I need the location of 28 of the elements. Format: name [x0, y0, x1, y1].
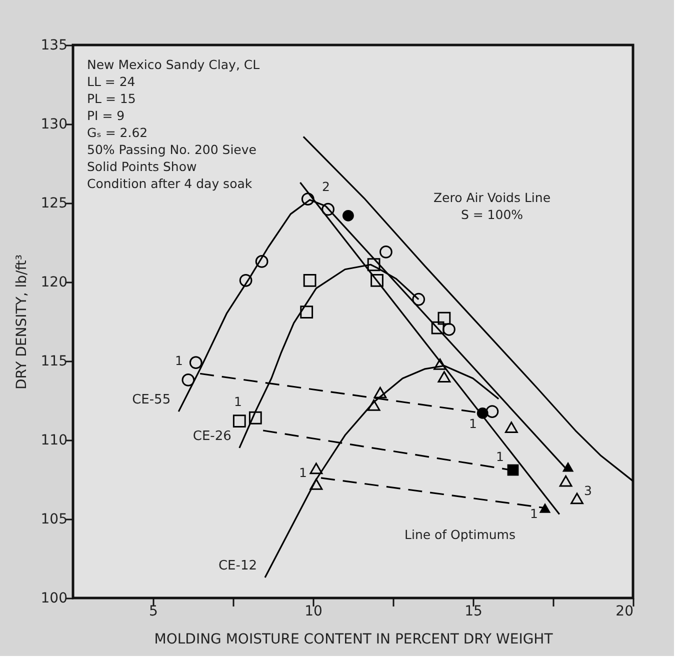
annotation: New Mexico Sandy Clay, CL LL = 24 PL = 15 PI = 9 Gₛ = 2.62 50% Passing No. 200 Sieve Solid Points Show Condition after 4 day soak: [87, 57, 260, 191]
x-tick-label: 15: [464, 604, 482, 620]
annotation: Line of Optimums: [404, 527, 516, 542]
y-tick-label: 100: [40, 590, 68, 606]
y-tick-label: 135: [40, 38, 68, 54]
y-tick-label: 105: [40, 512, 68, 528]
x-axis-title: MOLDING MOISTURE CONTENT IN PERCENT DRY WEIGHT: [154, 632, 554, 648]
annotation: 1: [175, 353, 183, 368]
annotation: 1: [234, 394, 242, 409]
annotation: 2: [322, 179, 330, 194]
y-axis-title: DRY DENSITY, lb/ft³: [14, 254, 30, 390]
y-tick-label: 120: [40, 274, 68, 290]
y-tick-label: 115: [40, 354, 68, 370]
annotation: 1: [299, 465, 307, 480]
annotation: 1: [496, 449, 504, 464]
x-tick-label: 20: [616, 604, 634, 620]
annotation: 3: [584, 483, 592, 498]
y-tick-label: 130: [40, 116, 68, 132]
y-tick-label: 110: [40, 432, 68, 448]
series-label: CE-55: [132, 392, 171, 408]
x-tick-label: 10: [304, 604, 322, 620]
y-tick-label: 125: [40, 196, 68, 212]
x-tick-label: 5: [149, 604, 158, 620]
annotation: 1: [469, 416, 477, 431]
annotation: Zero Air Voids Line S = 100%: [433, 190, 551, 222]
series-label: CE-12: [218, 558, 257, 574]
annotation: 1: [530, 506, 538, 521]
series-label: CE-26: [192, 428, 232, 444]
